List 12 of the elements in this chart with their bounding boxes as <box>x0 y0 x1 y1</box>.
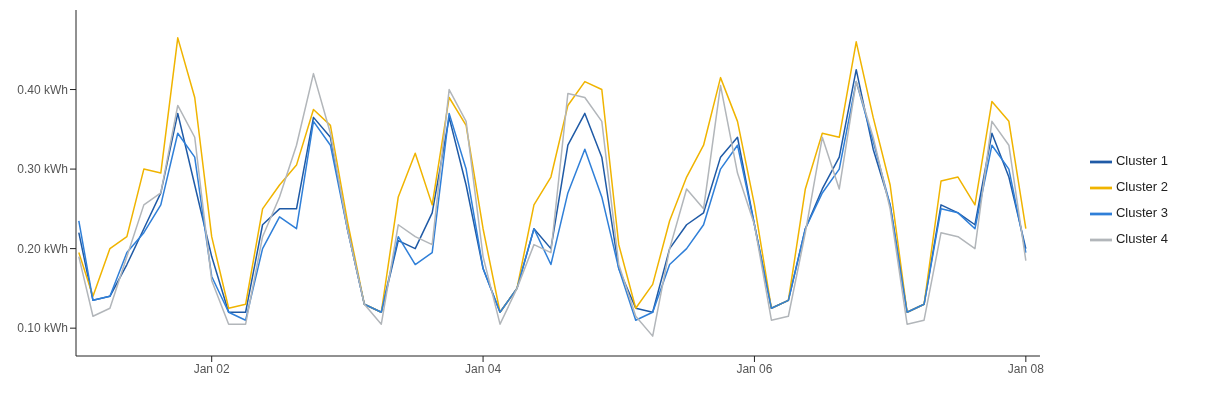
legend-label: Cluster 4 <box>1115 231 1168 246</box>
legend-label: Cluster 3 <box>1115 205 1168 220</box>
x-tick-label: Jan 08 <box>1007 361 1045 376</box>
y-tick-label: 0.10 kWh <box>17 321 68 336</box>
x-tick-label: Jan 02 <box>193 361 231 376</box>
y-tick-label: 0.20 kWh <box>17 241 68 256</box>
x-tick-label: Jan 06 <box>736 361 773 376</box>
y-tick-label: 0.30 kWh <box>17 162 68 177</box>
legend-label: Cluster 1 <box>1115 153 1168 168</box>
legend-label: Cluster 2 <box>1115 179 1168 194</box>
x-tick-label: Jan 04 <box>465 361 502 376</box>
y-tick-label: 0.40 kWh <box>17 82 68 97</box>
